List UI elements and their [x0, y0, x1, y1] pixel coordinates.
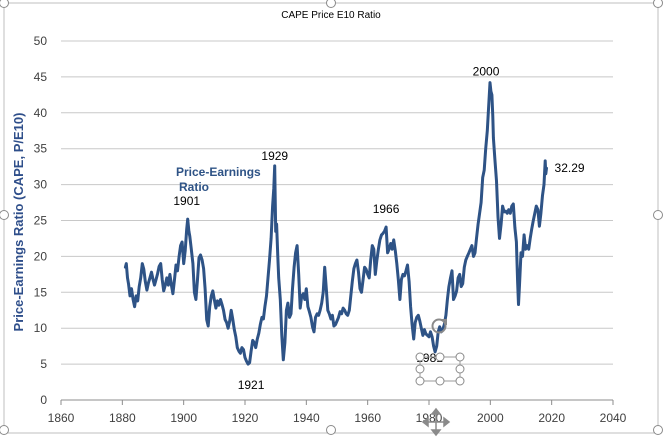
annotation-32.29[interactable]: 32.29: [555, 161, 585, 175]
x-tick-label: 2020: [538, 411, 565, 425]
axes: 0 5 10 15 20 25 30 35 40 45 50 1860 1880 1900 1920 1940…: [34, 34, 627, 425]
selected-data-label[interactable]: [415, 318, 465, 437]
handle-bottom-left[interactable]: [0, 425, 9, 435]
y-tick-label: 40: [34, 106, 48, 120]
y-tick-label: 25: [34, 214, 48, 228]
series-label-line2[interactable]: Ratio: [179, 180, 209, 194]
handle-top-middle[interactable]: [326, 0, 336, 8]
annotation-1921[interactable]: 1921: [238, 378, 265, 392]
handle-middle-left[interactable]: [0, 210, 9, 220]
label-handle-bottom-middle[interactable]: [435, 376, 445, 386]
y-tick-label: 30: [34, 178, 48, 192]
y-tick-label: 0: [40, 393, 47, 407]
annotation-1966[interactable]: 1966: [373, 202, 400, 216]
rotate-handle-icon[interactable]: [431, 318, 447, 334]
y-axis-label[interactable]: Price-Earnings Ratio (CAPE, P/E10): [11, 113, 26, 332]
chart-title[interactable]: CAPE Price E10 Ratio: [281, 10, 381, 21]
x-tick-label: 1920: [232, 411, 259, 425]
y-tick-label: 45: [34, 70, 48, 84]
x-tick-label: 1860: [48, 411, 75, 425]
handle-middle-right[interactable]: [653, 210, 663, 220]
series-label-line1[interactable]: Price-Earnings: [176, 165, 261, 179]
x-tick-label: 2040: [600, 411, 627, 425]
handle-top-right[interactable]: [653, 0, 663, 8]
label-handle-bottom-right[interactable]: [455, 376, 465, 386]
move-cursor-icon: [421, 407, 451, 437]
handle-top-left[interactable]: [0, 0, 9, 8]
y-tick-label: 10: [34, 321, 48, 335]
y-tick-label: 15: [34, 285, 48, 299]
cape-series-line[interactable]: [123, 81, 548, 366]
series-layer: [123, 81, 548, 366]
x-tick-label: 1880: [109, 411, 136, 425]
label-handle-middle-left[interactable]: [415, 364, 425, 374]
annotation-1929[interactable]: 1929: [261, 149, 288, 163]
y-tick-label: 50: [34, 34, 48, 48]
label-handle-top-right[interactable]: [455, 352, 465, 362]
x-tick-label: 2000: [477, 411, 504, 425]
y-tick-label: 35: [34, 142, 48, 156]
annotation-1901[interactable]: 1901: [173, 194, 200, 208]
x-tick-label: 1940: [293, 411, 320, 425]
x-tick-label: 1960: [354, 411, 381, 425]
y-tick-label: 5: [40, 357, 47, 371]
x-tick-label: 1900: [170, 411, 197, 425]
label-handle-top-middle[interactable]: [435, 352, 445, 362]
y-tick-label: 20: [34, 249, 48, 263]
label-handle-bottom-left[interactable]: [415, 376, 425, 386]
handle-bottom-middle[interactable]: [326, 425, 336, 435]
handle-bottom-right[interactable]: [653, 425, 663, 435]
label-handle-top-left[interactable]: [415, 352, 425, 362]
annotation-2000[interactable]: 2000: [473, 65, 500, 79]
label-handle-middle-right[interactable]: [455, 364, 465, 374]
